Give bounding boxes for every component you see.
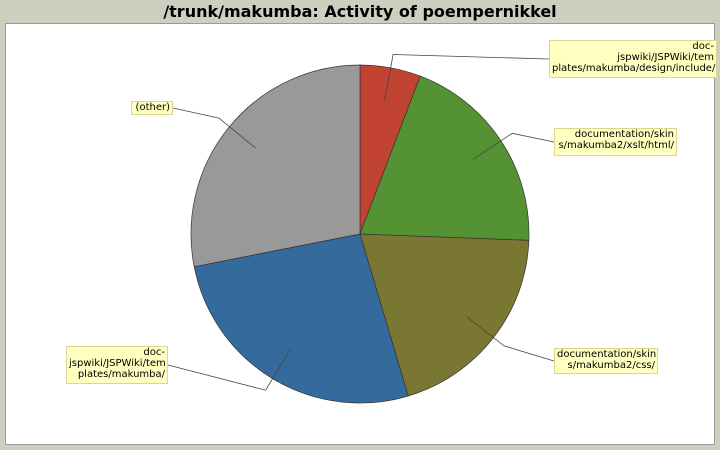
leader-line-2 [466, 316, 555, 362]
slice-label-design-include: doc- jspwiki/JSPWiki/tem plates/makumba/… [549, 40, 717, 78]
slice-label-other: (other) [131, 101, 173, 115]
plot-area: doc- jspwiki/JSPWiki/tem plates/makumba/… [5, 23, 717, 445]
chart-title: /trunk/makumba: Activity of poempernikke… [163, 2, 557, 21]
leader-line-0 [384, 54, 550, 102]
leader-line-3 [167, 349, 291, 391]
slice-label-makumba: doc- jspwiki/JSPWiki/tem plates/makumba/ [66, 346, 168, 384]
pie-chart [167, 54, 555, 404]
leader-line-4 [172, 107, 256, 149]
slice-label-xslt-html: documentation/skin s/makumba2/xslt/html/ [554, 128, 677, 156]
leader-line-1 [472, 132, 555, 160]
pie-slice-4 [190, 64, 361, 268]
slice-label-css: documentation/skin s/makumba2/css/ [554, 348, 658, 374]
